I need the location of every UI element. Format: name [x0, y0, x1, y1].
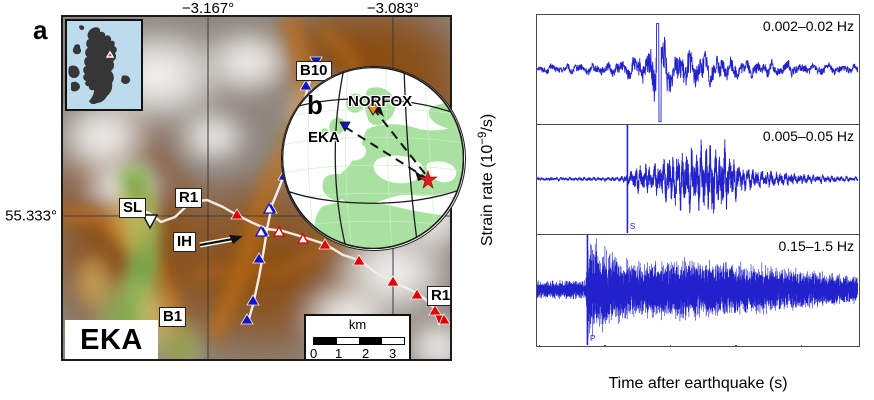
svg-text:S: S: [630, 222, 635, 231]
trace-3: P: [537, 235, 858, 345]
station-label-r1: R1: [175, 188, 203, 208]
ytick-mark-p1-4: [536, 113, 537, 115]
eka-marker: [339, 121, 351, 132]
ytick-mark-p3-0: [536, 248, 537, 250]
panel-b-letter: b: [307, 90, 323, 120]
globe-label-norfox: NORFOX: [348, 93, 413, 110]
scale-bar-unit: km: [348, 317, 367, 332]
filter-label-2: 0.005–0.05 Hz: [762, 128, 854, 144]
seismogram-panel-1[interactable]: 0.002–0.02 Hz 1.00.50.0−0.5−1.0: [536, 14, 860, 125]
svg-text:P: P: [590, 334, 595, 343]
x-axis-label: Time after earthquake (s): [608, 375, 788, 392]
trace-2: S: [537, 125, 858, 233]
scale-bar: km 0 1 2 3: [304, 314, 411, 359]
ytick-mark-p1-0: [536, 27, 537, 29]
ytick-mark-p3-4: [536, 333, 537, 335]
earthquake-epicenter-star: [418, 170, 438, 189]
station-label-ih: IH: [173, 232, 196, 252]
ytick-mark-p1-3: [536, 91, 537, 93]
ytick-mark-p2-3: [536, 202, 537, 204]
eka-location-marker: [105, 50, 115, 58]
xtick-mark-1: [604, 345, 606, 346]
ytick-mark-p2-4: [536, 225, 537, 227]
filter-label-3: 0.15–1.5 Hz: [778, 238, 855, 254]
filter-label-1: 0.002–0.02 Hz: [762, 18, 854, 34]
ytick-mark-p1-1: [536, 48, 537, 50]
xtick-mark-2: [669, 345, 672, 346]
ytick-mark-p1-2: [536, 70, 537, 72]
station-label-sl: SL: [119, 198, 147, 218]
norfox-marker: [366, 104, 380, 116]
xtick-mark-0: [538, 345, 541, 346]
scale-bar-track: [313, 337, 405, 345]
ytick-mark-p3-1: [536, 270, 537, 272]
station-label-r10: R10: [427, 286, 450, 306]
panel-a-letter: a: [33, 15, 48, 45]
trace-1: [537, 23, 858, 123]
globe-label-eka: EKA: [308, 129, 340, 146]
ih-arrow-icon: [199, 235, 243, 248]
station-label-b1: B1: [159, 307, 187, 327]
seismogram-panel-3[interactable]: 0.15–1.5 Hz P210−1−20500100015002000: [536, 234, 860, 347]
globe-inset[interactable]: b NORFOX EKA: [281, 66, 466, 251]
uk-outline: [67, 21, 141, 109]
uk-inset: [65, 19, 143, 111]
seismogram-stack: 0.002–0.02 Hz 1.00.50.0−0.5−1.0 0.005–0.…: [536, 14, 860, 347]
lat-tick-label-1: 55.333°: [5, 207, 57, 225]
station-label-b10: B10: [296, 61, 332, 81]
array-name-label: EKA: [65, 320, 158, 359]
lon-tick-label-2: −3.083°: [366, 0, 420, 17]
ytick-mark-p2-0: [536, 135, 537, 137]
ytick-mark-p2-2: [536, 180, 537, 182]
lon-tick-label-1: −3.167°: [181, 0, 235, 17]
ytick-mark-p3-2: [536, 291, 537, 293]
seismogram-panel-2[interactable]: 0.005–0.05 Hz S1050−5−10: [536, 124, 860, 235]
ytick-mark-p2-1: [536, 157, 537, 159]
ytick-mark-p3-3: [536, 312, 537, 314]
xtick-mark-4: [800, 345, 803, 346]
globe-graphic: [282, 67, 465, 250]
xtick-mark-3: [735, 345, 737, 346]
y-axis-label: Strain rate (10−9/s): [476, 113, 497, 247]
